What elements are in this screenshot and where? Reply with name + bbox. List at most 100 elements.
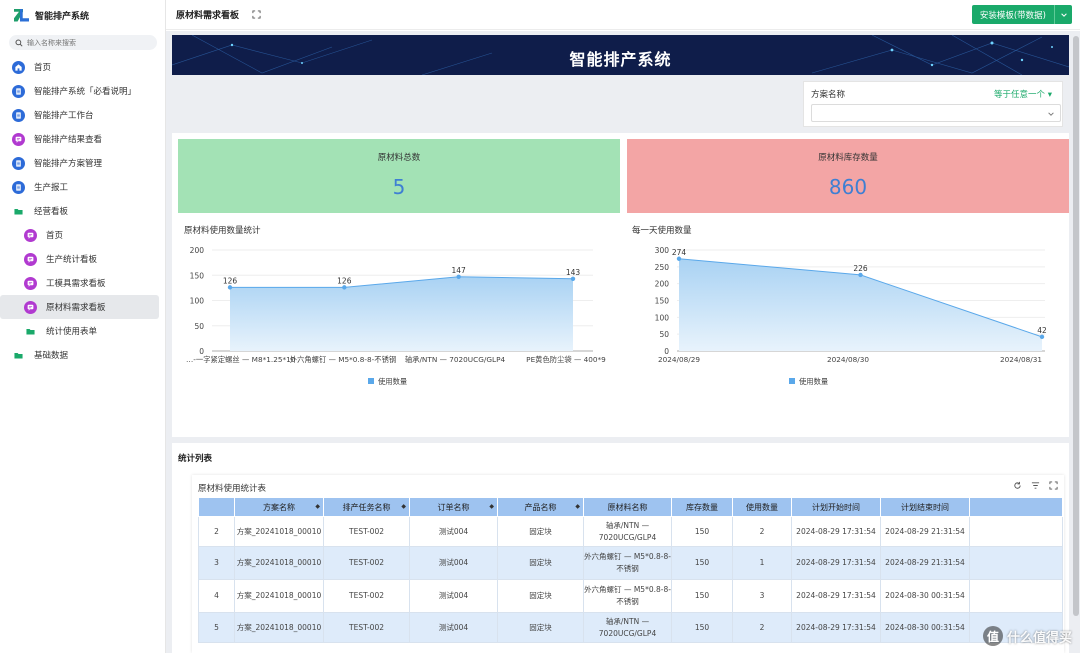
usage-per-day-chart: 0 50 100 150 200 250 300 274 2024/08/29 226 2024/0…: [655, 246, 1047, 386]
sidebar-menu: 首页 智能排产系统「必看说明」 智能排产工作台 智能排产结果查看 智能排产方案管理 生产报…: [0, 55, 165, 367]
install-template-dropdown[interactable]: [1055, 5, 1072, 24]
app-title: 智能排产系统: [35, 11, 90, 22]
y-tick-label: 100: [655, 313, 670, 322]
sidebar-item-label: 智能排产工作台: [34, 111, 94, 121]
filter-sort-icon[interactable]: [1031, 481, 1040, 490]
series-line: [230, 276, 574, 288]
chat-icon: [24, 252, 37, 266]
table-cell: 测试004: [409, 546, 498, 580]
sort-icon[interactable]: ◆: [315, 503, 320, 510]
data-point: [570, 276, 576, 281]
table-cell: 2: [732, 516, 792, 547]
install-template-button[interactable]: 安装模板(带数据): [971, 5, 1072, 24]
table-row[interactable]: 3 方案_20241018_00010 TEST-002 测试004 固定块 外六角螺钉 …: [198, 546, 1063, 580]
column-header-label: 方案名称: [263, 502, 295, 512]
sort-icon[interactable]: ◆: [401, 503, 406, 510]
y-tick-label: 300: [655, 246, 670, 255]
sidebar-search-input[interactable]: [27, 38, 147, 47]
sidebar-item[interactable]: 统计使用表单: [0, 319, 165, 343]
chevron-down-icon: [1060, 12, 1067, 17]
top-bar: 原材料需求看板 安装模板(带数据): [166, 0, 1080, 30]
table-cell: TEST-002: [323, 579, 410, 613]
sidebar-item[interactable]: 智能排产系统「必看说明」: [0, 79, 165, 103]
kpi-stock-quantity: 原材料库存数量 860: [627, 139, 1069, 213]
column-header[interactable]: 使用数量: [732, 497, 792, 517]
banner: 智能排产系统: [172, 35, 1069, 75]
sidebar-item[interactable]: 首页: [0, 55, 165, 79]
sidebar-item[interactable]: 智能排产方案管理: [0, 151, 165, 175]
sort-icon[interactable]: ◆: [575, 503, 580, 510]
sort-icon[interactable]: ◆: [489, 503, 494, 510]
column-header[interactable]: 库存数量: [671, 497, 733, 517]
refresh-icon[interactable]: [1013, 481, 1022, 490]
column-header-label: 库存数量: [686, 502, 718, 512]
table-body: 2 方案_20241018_00010 TEST-002 测试004 固定块 轴承/NTN…: [198, 516, 1063, 643]
brand[interactable]: 智能排产系统: [0, 0, 165, 30]
filter-card: 方案名称 等于任意一个 ▾: [803, 81, 1063, 127]
filter-label: 方案名称: [811, 90, 846, 100]
sidebar-search[interactable]: [9, 35, 157, 50]
doc-icon: [12, 84, 25, 98]
search-icon: [15, 38, 23, 47]
table-cell: 2: [198, 516, 235, 547]
sidebar-item-label: 首页: [34, 63, 52, 73]
dashboard-card: 原材料总数 5 原材料库存数量 860 原材料使用数量统计 0 50 100 150 2…: [172, 133, 1069, 437]
data-label: 143: [566, 268, 581, 277]
sidebar-item-label: 生产统计看板: [46, 255, 98, 265]
sidebar-item[interactable]: 智能排产工作台: [0, 103, 165, 127]
table-row[interactable]: 2 方案_20241018_00010 TEST-002 测试004 固定块 轴承/NTN…: [198, 516, 1063, 547]
sidebar-item[interactable]: 工模具需求看板: [0, 271, 165, 295]
install-template-label[interactable]: 安装模板(带数据): [972, 5, 1055, 24]
table-row[interactable]: 5 方案_20241018_00010 TEST-002 测试004 固定块 轴承/NTN…: [198, 612, 1063, 643]
sidebar-item-label: 生产报工: [34, 183, 69, 193]
data-label: 226: [853, 264, 868, 273]
x-tick-label: 2024/08/30: [827, 355, 869, 364]
legend-swatch: [368, 378, 374, 384]
table-cell: 外六角螺钉 — M5*0.8-8-不锈钢: [583, 579, 672, 613]
sidebar-item-label: 经营看板: [34, 207, 69, 217]
filter-operator[interactable]: 等于任意一个 ▾: [994, 88, 1052, 100]
table-cell: 3: [732, 579, 792, 613]
sidebar-item[interactable]: 智能排产结果查看: [0, 127, 165, 151]
column-header[interactable]: 计划开始时间: [791, 497, 881, 517]
sidebar-item[interactable]: 原材料需求看板: [0, 295, 159, 319]
sidebar-item[interactable]: 基础数据: [0, 343, 165, 367]
kpi-value: 5: [392, 175, 406, 199]
column-header[interactable]: 产品名称 ◆: [497, 497, 584, 517]
filter-select[interactable]: [811, 104, 1061, 122]
column-header[interactable]: 计划结束时间: [880, 497, 970, 517]
data-point: [1039, 334, 1045, 340]
table-cell: 150: [671, 612, 733, 643]
table-cell: 方案_20241018_00010: [234, 546, 324, 580]
legend-swatch: [789, 378, 795, 384]
kpi-total-materials: 原材料总数 5: [178, 139, 620, 213]
table-row[interactable]: 4 方案_20241018_00010 TEST-002 测试004 固定块 外六角螺钉 …: [198, 579, 1063, 613]
fullscreen-icon[interactable]: [252, 10, 261, 19]
column-header[interactable]: 方案名称 ◆: [234, 497, 324, 517]
sidebar-item[interactable]: 经营看板: [0, 199, 165, 223]
table-cell: TEST-002: [323, 546, 410, 580]
column-header[interactable]: [198, 497, 235, 517]
sidebar-item-label: 原材料需求看板: [46, 303, 106, 313]
column-header-label: 排产任务名称: [342, 502, 391, 512]
column-header[interactable]: 订单名称 ◆: [409, 497, 498, 517]
chart-title-right: 每一天使用数量: [632, 226, 692, 236]
chat-icon: [24, 300, 37, 314]
column-header[interactable]: 原材料名称: [583, 497, 672, 517]
table-cell: [969, 612, 1063, 643]
table-cell: 150: [671, 546, 733, 580]
table-cell: 固定块: [497, 516, 584, 547]
y-tick-label: 200: [190, 246, 205, 255]
sidebar-item-label: 智能排产方案管理: [34, 159, 103, 169]
scrollbar-thumb[interactable]: [1073, 36, 1079, 616]
sidebar-item[interactable]: 生产报工: [0, 175, 165, 199]
fullscreen-icon[interactable]: [1049, 481, 1058, 490]
column-header[interactable]: 排产任务名称 ◆: [323, 497, 410, 517]
table-cell: 2024-08-29 21:31:54: [880, 546, 970, 580]
x-tick-label: PE黄色防尘袋 — 400*9: [526, 355, 606, 364]
folder-icon: [12, 349, 25, 362]
column-header[interactable]: [969, 497, 1063, 517]
sidebar-item[interactable]: 生产统计看板: [0, 247, 165, 271]
sidebar-item[interactable]: 首页: [0, 223, 165, 247]
chevron-down-icon: [1048, 112, 1054, 116]
